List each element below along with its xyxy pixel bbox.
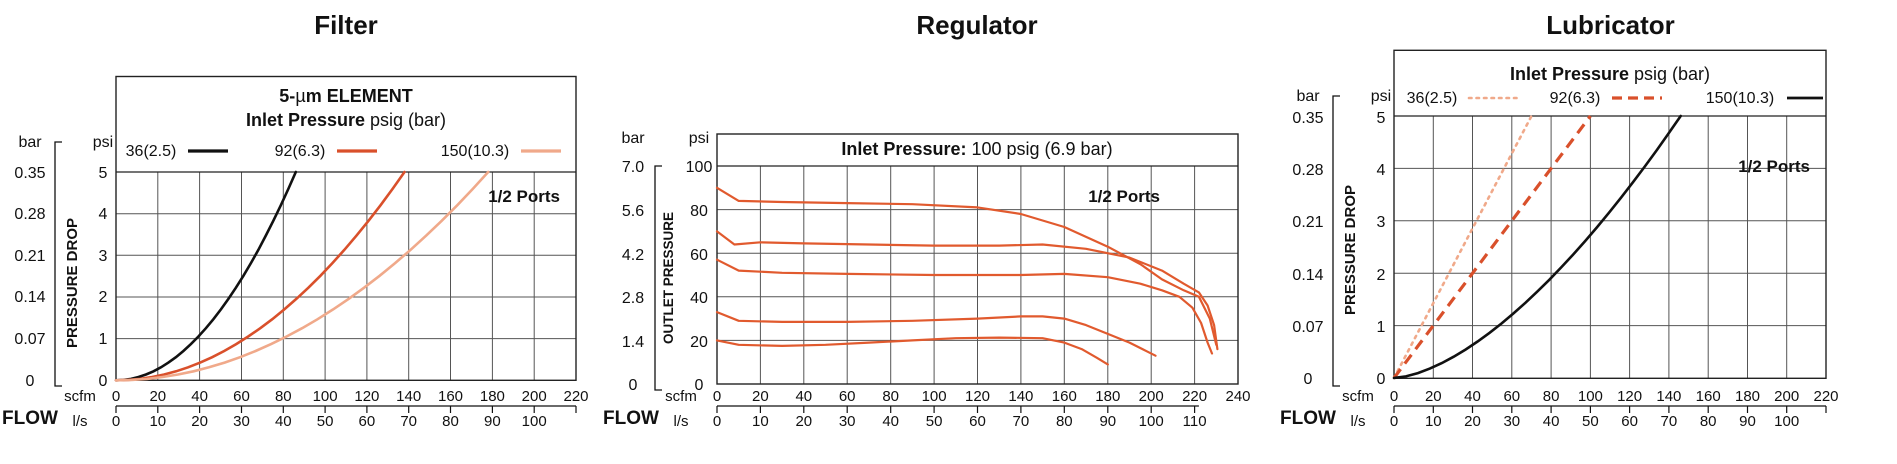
svg-text:bar: bar — [1296, 88, 1320, 105]
svg-text:40: 40 — [1543, 413, 1560, 430]
svg-text:20: 20 — [1425, 388, 1442, 405]
svg-text:10: 10 — [1425, 413, 1442, 430]
svg-text:2: 2 — [1377, 267, 1386, 284]
svg-text:3: 3 — [1377, 214, 1386, 231]
svg-text:0.21: 0.21 — [1292, 214, 1323, 231]
svg-text:100: 100 — [1578, 388, 1603, 405]
svg-text:0.35: 0.35 — [1292, 110, 1323, 127]
svg-text:Inlet Pressure psig (bar): Inlet Pressure psig (bar) — [1510, 64, 1710, 84]
svg-text:FLOW: FLOW — [1280, 408, 1336, 429]
svg-text:psi: psi — [1371, 88, 1391, 105]
svg-text:5: 5 — [1377, 110, 1386, 127]
svg-text:30: 30 — [1503, 413, 1520, 430]
svg-text:50: 50 — [1582, 413, 1599, 430]
svg-text:90: 90 — [1739, 413, 1756, 430]
svg-text:0.07: 0.07 — [1292, 319, 1323, 336]
svg-text:92(6.3): 92(6.3) — [1550, 90, 1601, 107]
svg-text:150(10.3): 150(10.3) — [1706, 90, 1775, 107]
svg-text:1: 1 — [1377, 319, 1386, 336]
svg-text:0: 0 — [1390, 388, 1398, 405]
svg-text:60: 60 — [1503, 388, 1520, 405]
svg-text:180: 180 — [1735, 388, 1760, 405]
svg-text:80: 80 — [1700, 413, 1717, 430]
svg-text:0: 0 — [1377, 371, 1386, 388]
svg-text:0.28: 0.28 — [1292, 162, 1323, 179]
svg-text:0.14: 0.14 — [1292, 267, 1323, 284]
svg-text:140: 140 — [1656, 388, 1681, 405]
svg-text:220: 220 — [1813, 388, 1838, 405]
svg-text:l/s: l/s — [1351, 413, 1366, 430]
svg-text:70: 70 — [1661, 413, 1678, 430]
svg-text:80: 80 — [1543, 388, 1560, 405]
svg-text:1/2 Ports: 1/2 Ports — [1738, 157, 1810, 176]
svg-text:0: 0 — [1390, 413, 1398, 430]
svg-text:PRESSURE DROP: PRESSURE DROP — [1342, 185, 1359, 315]
svg-text:160: 160 — [1696, 388, 1721, 405]
svg-text:60: 60 — [1621, 413, 1638, 430]
svg-text:100: 100 — [1774, 413, 1799, 430]
svg-text:0: 0 — [1304, 371, 1313, 388]
svg-text:120: 120 — [1617, 388, 1642, 405]
svg-text:4: 4 — [1377, 162, 1386, 179]
svg-text:36(2.5): 36(2.5) — [1407, 90, 1458, 107]
svg-text:scfm: scfm — [1342, 388, 1374, 405]
svg-text:200: 200 — [1774, 388, 1799, 405]
svg-text:40: 40 — [1464, 388, 1481, 405]
svg-text:20: 20 — [1464, 413, 1481, 430]
